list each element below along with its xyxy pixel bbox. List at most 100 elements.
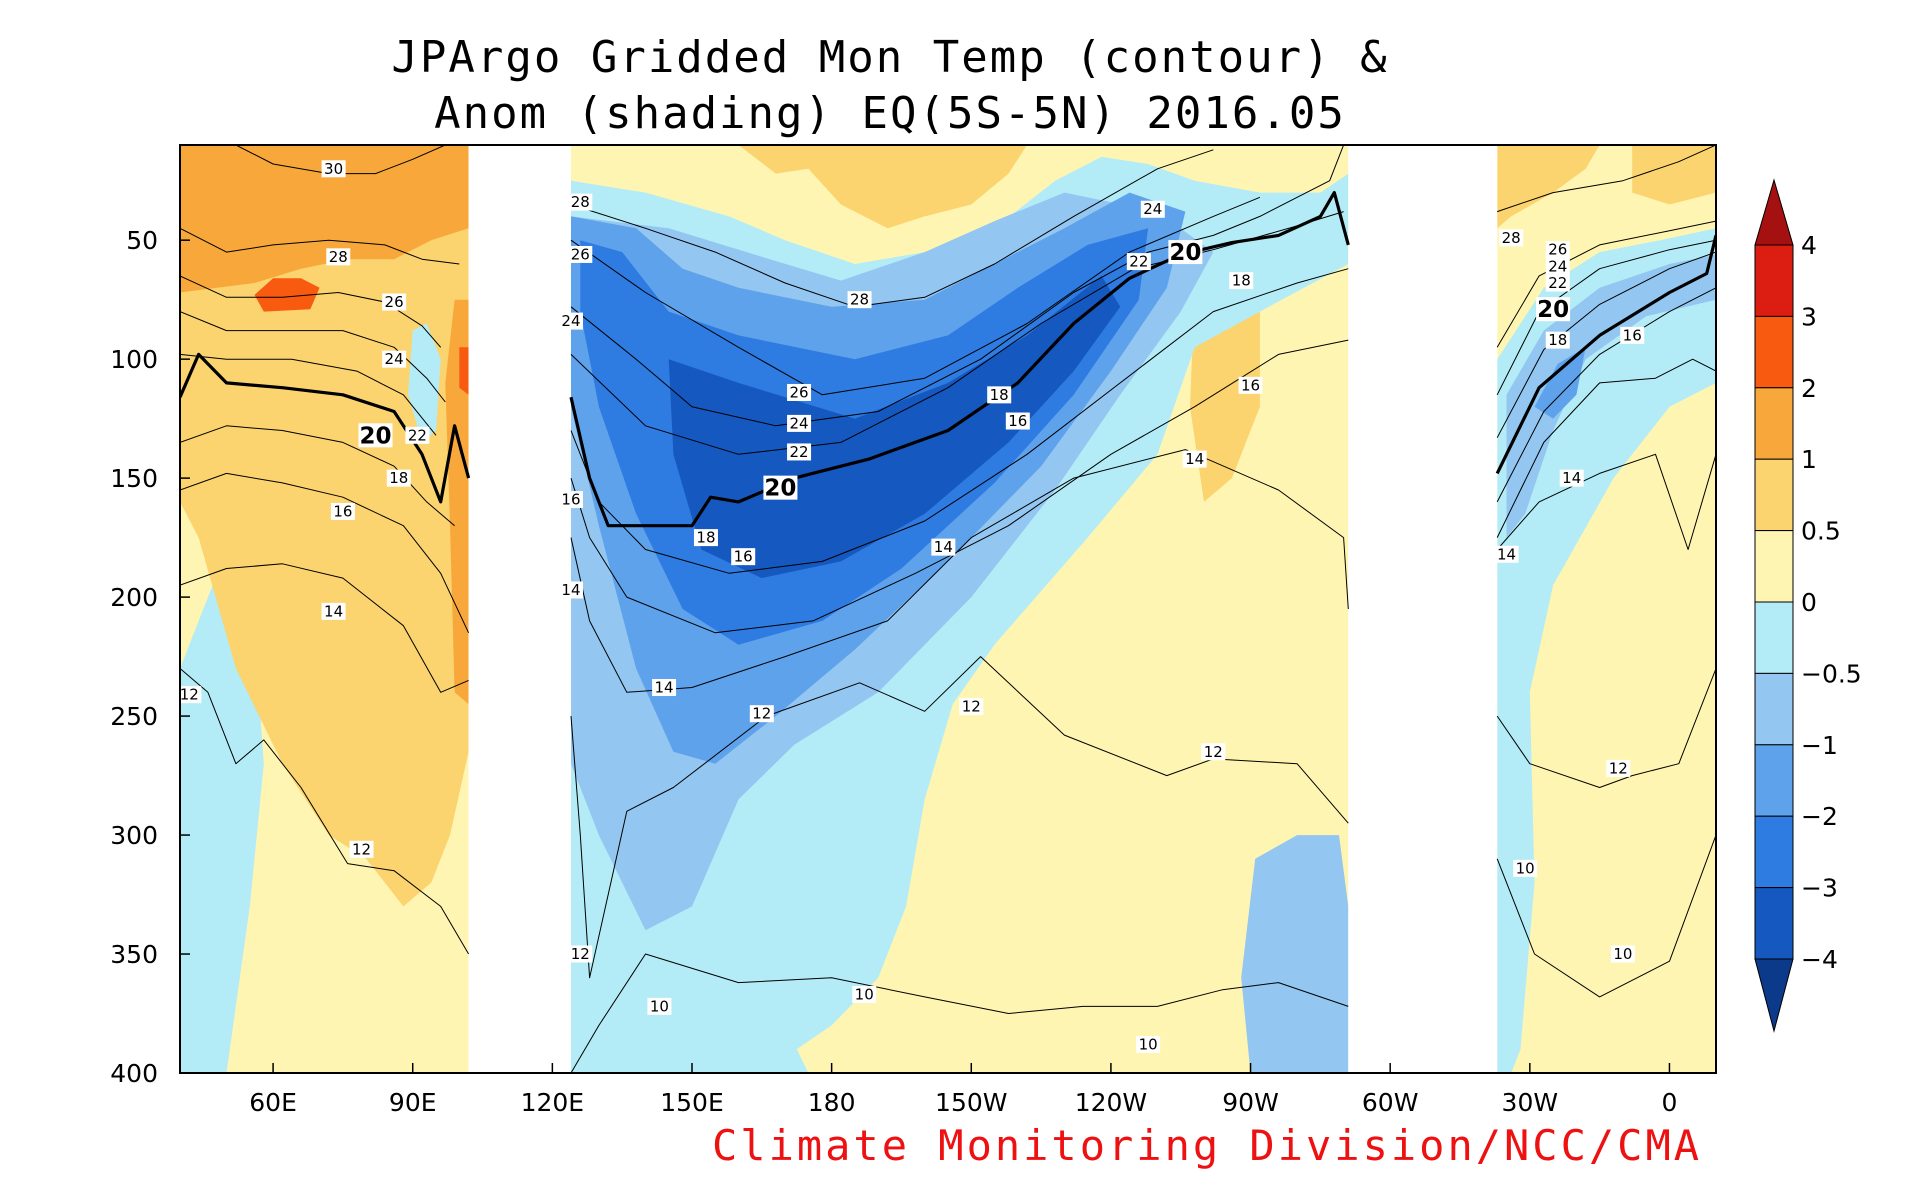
anomaly-region-4	[445, 299, 469, 705]
anomaly-region-6	[459, 347, 469, 395]
y-tick-label: 150	[110, 464, 158, 493]
anomaly-region-21	[1497, 228, 1716, 1073]
temperature-contours	[180, 145, 1716, 1073]
colorbar-label: 1	[1801, 445, 1817, 474]
x-tick-label: 120W	[1075, 1088, 1147, 1117]
contour-label-bg	[568, 193, 593, 211]
contour-label-bg	[959, 698, 984, 716]
contour-label-bg	[852, 985, 877, 1003]
colorbar-label: 4	[1801, 231, 1817, 260]
contour-label: 10	[1516, 859, 1535, 877]
contour-label: 26	[385, 293, 404, 311]
contour-18-seg-0	[180, 425, 455, 527]
contour-24-seg-1	[570, 145, 1345, 427]
contour-label: 18	[696, 529, 715, 547]
x-tick-label: 30W	[1502, 1088, 1559, 1117]
contour-label: 14	[1497, 545, 1516, 563]
contour-10-seg-1	[1496, 834, 1716, 998]
contour-14-seg-1	[570, 449, 1349, 693]
contour-28-seg-1	[570, 149, 1214, 308]
contour-label: 24	[790, 414, 809, 432]
contour-label: 14	[1185, 450, 1204, 468]
colorbar-label: −4	[1801, 945, 1838, 974]
anomaly-region-19	[1497, 145, 1600, 229]
contour-16-seg-2	[1496, 358, 1716, 538]
contour-label: 16	[734, 548, 753, 566]
contour-30-seg-0	[235, 145, 446, 175]
contour-10-seg-0	[570, 953, 1349, 1073]
contour-label-bg	[731, 548, 756, 566]
contour-14-seg-0	[180, 563, 469, 693]
colorbar-label: 0.5	[1801, 517, 1841, 546]
x-tick-label: 60E	[249, 1088, 297, 1117]
no-data-gaps	[468, 145, 1498, 1073]
contour-label-bg	[1513, 859, 1538, 877]
y-tick-label: 200	[110, 583, 158, 612]
anomaly-shading	[180, 145, 1716, 1073]
colorbar-lower-arrow	[1754, 958, 1794, 1033]
contour-18-seg-1	[570, 268, 1349, 574]
colorbar-label: 2	[1801, 374, 1817, 403]
contour-label-bg	[647, 997, 672, 1015]
contour-label: 10	[855, 985, 874, 1003]
no-data-gap-1	[1348, 145, 1498, 1073]
contour-label-bg	[931, 538, 956, 556]
contour-label-bg	[763, 475, 798, 500]
contour-label-bg	[558, 581, 583, 599]
contour-label-bg	[330, 502, 355, 520]
contour-label-bg	[180, 686, 202, 704]
contour-14-seg-2	[1496, 453, 1716, 550]
anomaly-region-5	[254, 278, 320, 312]
contour-24-seg-0	[180, 311, 446, 403]
contour-24-seg-2	[1496, 239, 1716, 396]
colorbar-label: 0	[1801, 588, 1817, 617]
contour-label: 26	[571, 245, 590, 263]
anomaly-region-14	[1241, 835, 1349, 1073]
contour-label-bg	[1238, 376, 1263, 394]
contour-label: 26	[1548, 241, 1567, 259]
contour-16-seg-0	[180, 472, 470, 634]
contour-label-bg	[1126, 253, 1151, 271]
contour-label: 24	[385, 350, 404, 368]
contour-label-bg	[405, 426, 430, 444]
contour-label-bg	[987, 386, 1012, 404]
colorbar-bin	[1754, 244, 1794, 317]
contour-label-bg	[1168, 240, 1203, 265]
contour-label-bg	[1136, 1035, 1161, 1053]
x-tick-label: 150E	[660, 1088, 724, 1117]
contour-label: 20	[1169, 240, 1201, 266]
colorbar-bin	[1754, 887, 1794, 960]
contour-label: 30	[324, 160, 343, 178]
colorbar-bin	[1754, 744, 1794, 817]
contour-label: 18	[1548, 331, 1567, 349]
contour-26-seg-2	[1496, 220, 1716, 348]
anomaly-region-7	[408, 323, 441, 443]
colorbar-label: −3	[1801, 874, 1838, 903]
contour-label-bg	[787, 443, 812, 461]
contour-label-bg	[326, 248, 351, 266]
chart-title-line-1: JPArgo Gridded Mon Temp (contour) &	[391, 32, 1388, 83]
contour-label-bg	[358, 423, 393, 448]
contour-label-bg	[1494, 545, 1519, 563]
contour-label-bg	[749, 705, 774, 723]
contour-label-bg	[321, 602, 346, 620]
contour-label: 14	[561, 581, 580, 599]
x-tick-label: 150W	[935, 1088, 1007, 1117]
colorbar-bin	[1754, 315, 1794, 389]
colorbar-bin	[1754, 458, 1794, 532]
contour-label-bg	[1545, 241, 1570, 259]
anomaly-region-23	[1534, 347, 1586, 419]
contour-label-bg	[349, 840, 374, 858]
contour-label-bg	[1229, 272, 1254, 290]
contour-label: 18	[389, 469, 408, 487]
contour-label: 14	[934, 538, 953, 556]
contour-12-seg-0	[180, 668, 470, 955]
x-tick-label: 60W	[1362, 1088, 1419, 1117]
y-tick-label: 50	[126, 226, 158, 255]
contour-label-bg	[847, 291, 872, 309]
anomaly-region-22	[1506, 254, 1716, 538]
contour-label-bg	[1610, 945, 1635, 963]
contour-20-seg-2	[1495, 235, 1716, 475]
contour-label: 20	[359, 423, 391, 449]
